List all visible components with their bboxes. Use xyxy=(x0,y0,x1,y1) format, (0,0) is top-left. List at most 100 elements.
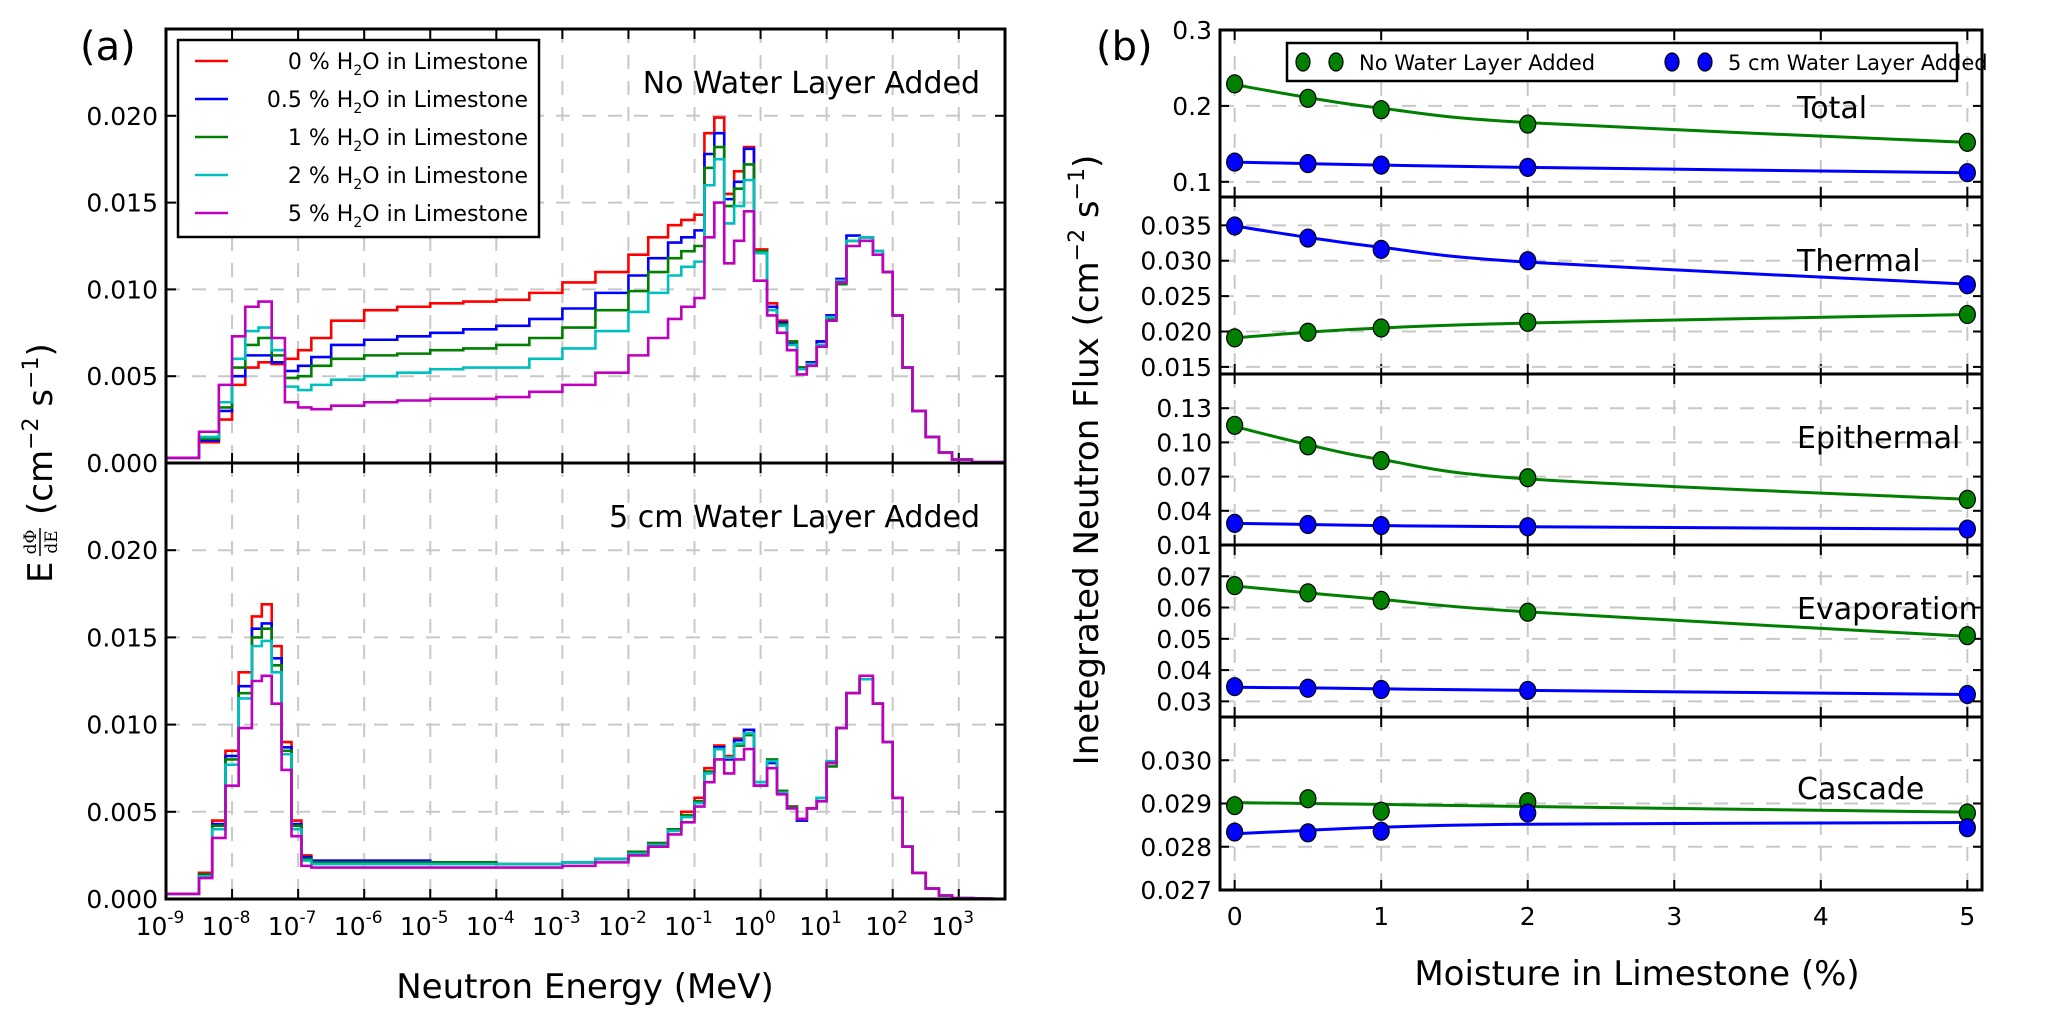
y-tick-label: 0.010 xyxy=(86,711,158,740)
legend-post: O in Limestone xyxy=(362,88,528,113)
data-point-water xyxy=(1958,818,1976,838)
subplot-b-evaporation: 0.030.040.050.06 0.07 Evaporation xyxy=(1156,543,1984,719)
x-tick-label: 102 xyxy=(865,908,908,941)
data-point-water xyxy=(1958,684,1976,705)
data-point-water xyxy=(1372,239,1390,259)
y-axis-label-units: (cm−2 s−1) xyxy=(19,343,61,515)
axes-frame xyxy=(164,461,1007,901)
y-tick-label: 0.01 xyxy=(1156,531,1212,560)
legend-pre: 1 % H xyxy=(288,126,353,151)
data-point-no-water xyxy=(1299,789,1317,809)
data-point-water xyxy=(1299,823,1317,843)
data-point-water xyxy=(1226,822,1244,842)
y-tick-label: 0.3 xyxy=(1172,16,1212,45)
data-point-water xyxy=(1519,680,1537,701)
y-tick-label: 0.13 xyxy=(1156,394,1212,423)
data-point-no-water xyxy=(1519,312,1537,332)
x-tick-label: 10-2 xyxy=(598,908,647,941)
tick-exponent: -3 xyxy=(564,908,581,928)
ylabel-e: E xyxy=(21,562,61,583)
tick-base: 10 xyxy=(136,912,168,941)
y-tick-label: 0.029 xyxy=(1140,790,1212,819)
data-point-water xyxy=(1299,154,1317,174)
legend-box xyxy=(1285,41,1959,83)
ylabel-close: ) xyxy=(21,343,61,356)
panel-a-spectra: 0.000 0.005 0.010 0.015 0.020 No Water Layer … xyxy=(19,24,1007,1007)
subplot-b-thermal: 0.015 0.020 0.025 0.030 0.035 Thermal xyxy=(1140,195,1984,382)
tick-base: 10 xyxy=(334,912,366,941)
y-tick-label: 0.005 xyxy=(86,362,158,391)
subplot-b-epithermal: 0.01 0.04 0.07 0.10 0.13 Epithermal xyxy=(1156,372,1984,560)
tick-exponent: -4 xyxy=(498,908,515,928)
data-point-no-water xyxy=(1226,576,1244,596)
tick-exponent: -2 xyxy=(630,908,647,928)
data-point-water xyxy=(1226,152,1244,172)
fit-line-water xyxy=(1234,685,1968,696)
axes-frame xyxy=(1218,372,1984,547)
data-point-water xyxy=(1958,163,1976,183)
legend-marker xyxy=(1295,52,1311,72)
x-tick-label: 101 xyxy=(799,908,842,941)
legend-pre: 0 % H xyxy=(288,50,353,75)
data-point-water xyxy=(1519,517,1537,537)
legend-label-5: 5 % H2O in Limestone xyxy=(288,202,528,231)
legend-post: O in Limestone xyxy=(362,126,528,151)
legend-pre: 0.5 % H xyxy=(267,88,353,113)
ylabel-s: s xyxy=(1067,200,1107,229)
fit-line-water xyxy=(1234,521,1968,531)
fit-line-no-water xyxy=(1234,313,1968,340)
data-point-water xyxy=(1519,251,1537,271)
ylabel-s: s xyxy=(21,389,61,418)
data-point-water xyxy=(1372,516,1390,536)
tick-exponent: 2 xyxy=(897,908,908,928)
ylabel-exp: −1 xyxy=(1065,168,1090,200)
legend-label-1: 0 % H2O in Limestone xyxy=(288,50,528,79)
data-point-no-water xyxy=(1226,796,1244,816)
legend-post: O in Limestone xyxy=(362,164,528,189)
panel-label: (a) xyxy=(80,24,136,70)
y-tick-label: 0.035 xyxy=(1140,211,1212,240)
y-axis-label: Inetegrated Neutron Flux (cm−2 s−1) xyxy=(1065,155,1107,766)
y-tick-label: 0.020 xyxy=(1140,318,1212,347)
tick-exponent: 0 xyxy=(765,908,776,928)
subplot-a-2: 0.000 0.005 0.010 0.015 0.020 5 cm Water Laye… xyxy=(86,461,1007,914)
legend: 0 % H2O in Limestone 0.5 % H2O in Limesto… xyxy=(176,38,541,239)
tick-exponent: -6 xyxy=(366,908,383,928)
legend-post: O in Limestone xyxy=(362,50,528,75)
data-point-water xyxy=(1958,275,1976,295)
legend-marker xyxy=(1328,52,1344,72)
data-point-water xyxy=(1958,519,1976,539)
legend-label-2: 0.5 % H2O in Limestone xyxy=(267,88,528,117)
legend-pre: 2 % H xyxy=(288,164,353,189)
data-point-water xyxy=(1226,677,1244,697)
legend: No Water Layer Added 5 cm Water Layer Add… xyxy=(1285,41,1988,83)
tick-base: 10 xyxy=(733,912,765,941)
y-tick-label: 0.005 xyxy=(86,798,158,827)
x-tick-label: 10-5 xyxy=(400,908,449,941)
y-tick-label: 0.03 xyxy=(1156,687,1212,716)
tick-base: 10 xyxy=(532,912,564,941)
data-point-water xyxy=(1372,821,1390,841)
tick-exponent: 1 xyxy=(831,908,842,928)
axes-frame xyxy=(1218,715,1984,892)
subplot-title: Evaporation xyxy=(1797,592,1978,627)
data-point-no-water xyxy=(1299,583,1317,603)
y-tick-label: 0.020 xyxy=(86,536,158,565)
data-point-no-water xyxy=(1519,468,1537,488)
fit-line-water xyxy=(1234,821,1968,836)
y-tick-label: 0.06 xyxy=(1156,594,1212,623)
x-axis-label: Neutron Energy (MeV) xyxy=(396,967,774,1007)
data-point-water xyxy=(1226,513,1244,533)
data-point-water xyxy=(1372,155,1390,175)
y-tick-label: 0.05 xyxy=(1156,625,1212,654)
y-tick-label: 0.07 xyxy=(1156,463,1212,492)
tick-exponent: -8 xyxy=(233,908,250,928)
legend-post: O in Limestone xyxy=(362,202,528,227)
x-tick-label: 1 xyxy=(1373,902,1389,931)
x-tick-label: 2 xyxy=(1520,902,1536,931)
tick-base: 10 xyxy=(466,912,498,941)
x-tick-label: 10-6 xyxy=(334,908,383,941)
tick-exponent: -9 xyxy=(167,908,184,928)
data-point-water xyxy=(1299,514,1317,535)
tick-base: 10 xyxy=(202,912,234,941)
